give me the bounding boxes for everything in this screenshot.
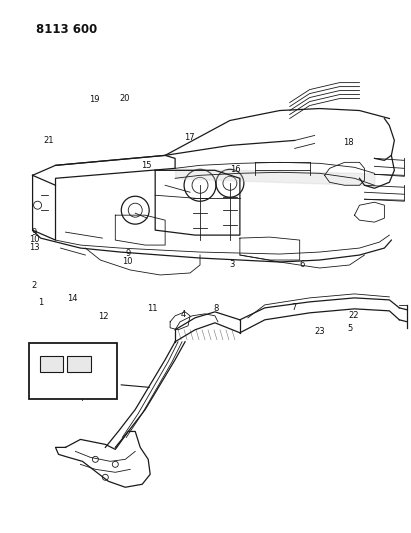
FancyBboxPatch shape: [29, 343, 117, 399]
Text: 10: 10: [29, 236, 39, 245]
FancyBboxPatch shape: [39, 356, 63, 372]
Text: 15: 15: [141, 161, 151, 170]
Text: 2: 2: [32, 281, 37, 290]
Text: 8113 600: 8113 600: [36, 23, 97, 36]
Text: 20: 20: [120, 94, 130, 103]
Text: 21: 21: [44, 135, 54, 144]
Text: 3: 3: [229, 260, 235, 269]
Text: 10: 10: [122, 257, 133, 265]
Text: 6: 6: [299, 261, 305, 269]
Text: 19: 19: [89, 95, 99, 104]
Text: 4: 4: [180, 310, 186, 319]
Text: 8: 8: [213, 304, 218, 313]
Text: 17: 17: [184, 133, 194, 142]
Text: 9: 9: [125, 249, 130, 259]
Text: 1: 1: [38, 298, 44, 307]
Text: 5: 5: [347, 324, 352, 333]
Text: 18: 18: [343, 138, 353, 147]
Text: 14: 14: [67, 294, 78, 303]
Text: 13: 13: [29, 244, 39, 253]
FancyBboxPatch shape: [67, 356, 91, 372]
Text: 16: 16: [230, 165, 240, 174]
Text: 9: 9: [32, 228, 37, 237]
Text: 12: 12: [98, 312, 109, 321]
Text: 7: 7: [291, 303, 296, 312]
Text: 22: 22: [349, 311, 359, 320]
Text: 23: 23: [314, 327, 325, 336]
Text: 11: 11: [147, 304, 157, 313]
